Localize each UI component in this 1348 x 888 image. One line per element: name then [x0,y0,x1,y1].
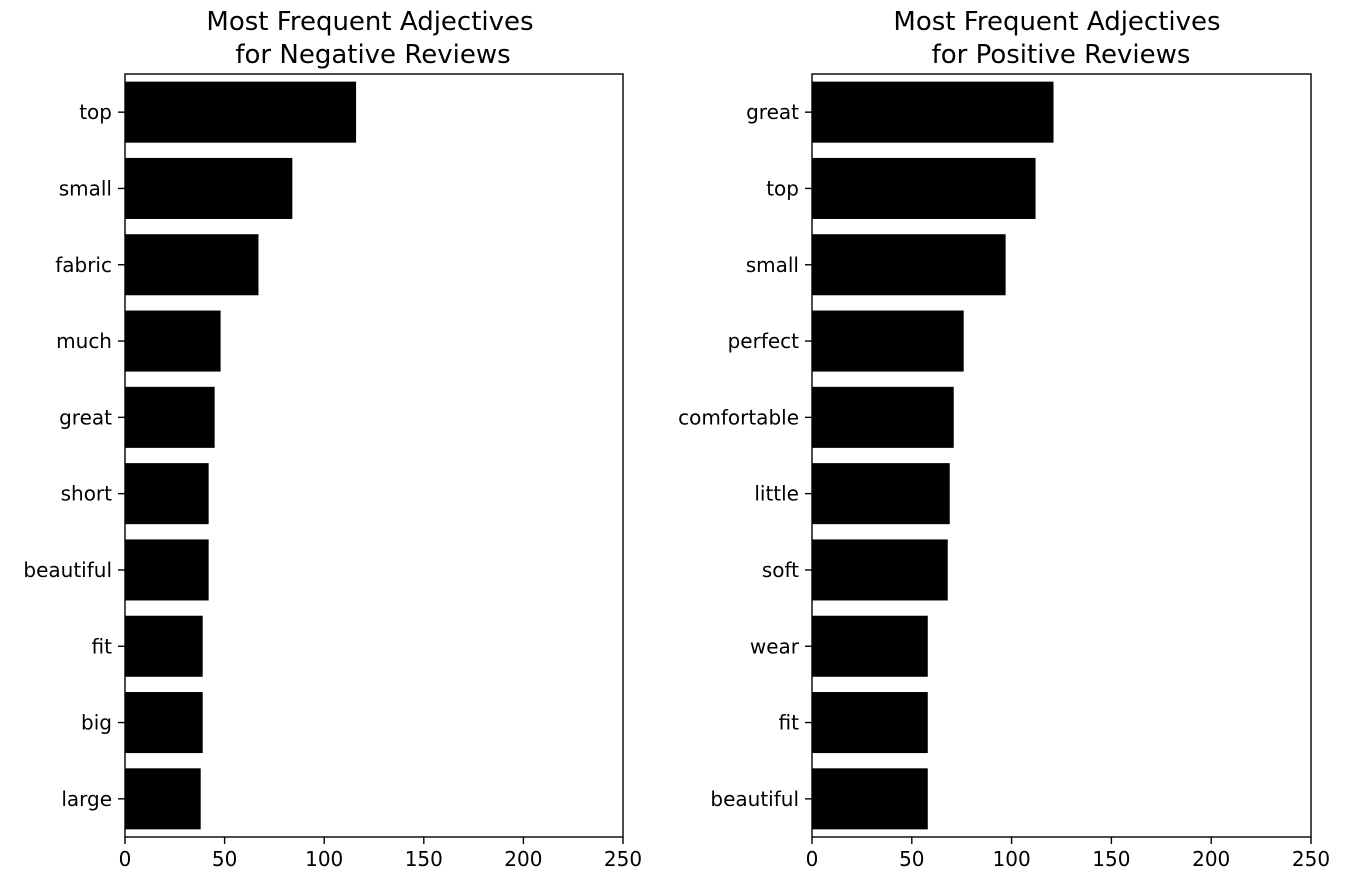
ytick-label-great: great [746,100,799,124]
ytick-label-perfect: perfect [728,329,800,353]
bar-wear [812,615,928,677]
ytick-label-beautiful: beautiful [23,558,112,582]
ytick-label-much: much [56,329,112,353]
xtick-label-100: 100 [305,847,343,871]
ytick-label-fit: fit [779,711,800,735]
bar-little [812,463,950,525]
xtick-label-0: 0 [119,847,132,871]
ytick-label-comfortable: comfortable [678,405,799,429]
bar-short [125,463,209,525]
bar-big [125,692,203,754]
bar-small [812,234,1006,296]
bar-fit [125,615,203,677]
plot-frame [811,73,1312,838]
plot-frame [124,73,624,838]
ytick-label-wear: wear [750,634,800,658]
xtick-label-50: 50 [212,847,237,871]
positive-reviews-chart: Most Frequent Adjectives for Positive Re… [678,7,1330,871]
bar-fit [812,692,928,754]
bar-soft [812,539,948,601]
ytick-label-big: big [81,711,112,735]
bar-perfect [812,310,964,372]
ytick-label-small: small [59,176,112,200]
bar-top [125,81,357,143]
ytick-label-top: top [79,100,112,124]
chart-title-line-1: Most Frequent Adjectives [893,7,1220,37]
xtick-label-250: 250 [1292,847,1330,871]
negative-reviews-chart: Most Frequent Adjectives for Negative Re… [23,7,642,871]
bar-great [125,386,215,448]
ytick-label-fabric: fabric [55,253,112,277]
xtick-label-200: 200 [504,847,542,871]
ytick-label-top: top [766,176,799,200]
ytick-label-soft: soft [762,558,799,582]
bar-large [125,768,201,830]
bar-much [125,310,221,372]
ytick-label-large: large [61,787,112,811]
bar-great [812,81,1054,143]
bar-beautiful [812,768,928,830]
bar-top [812,157,1036,219]
ytick-label-beautiful: beautiful [710,787,799,811]
xtick-label-150: 150 [405,847,443,871]
xtick-label-150: 150 [1092,847,1130,871]
ytick-label-little: little [754,482,799,506]
chart-title-line-2: for Negative Reviews [235,40,510,70]
bar-comfortable [812,386,954,448]
xtick-label-250: 250 [604,847,642,871]
chart-title-line-1: Most Frequent Adjectives [206,7,533,37]
xtick-label-0: 0 [806,847,819,871]
bar-small [125,157,293,219]
bar-beautiful [125,539,209,601]
xtick-label-200: 200 [1192,847,1230,871]
xtick-label-50: 50 [899,847,924,871]
bar-fabric [125,234,259,296]
ytick-label-small: small [746,253,799,277]
chart-title-line-2: for Positive Reviews [932,40,1191,70]
ytick-label-short: short [61,482,113,506]
xtick-label-100: 100 [993,847,1031,871]
ytick-label-great: great [59,405,112,429]
ytick-label-fit: fit [92,634,113,658]
